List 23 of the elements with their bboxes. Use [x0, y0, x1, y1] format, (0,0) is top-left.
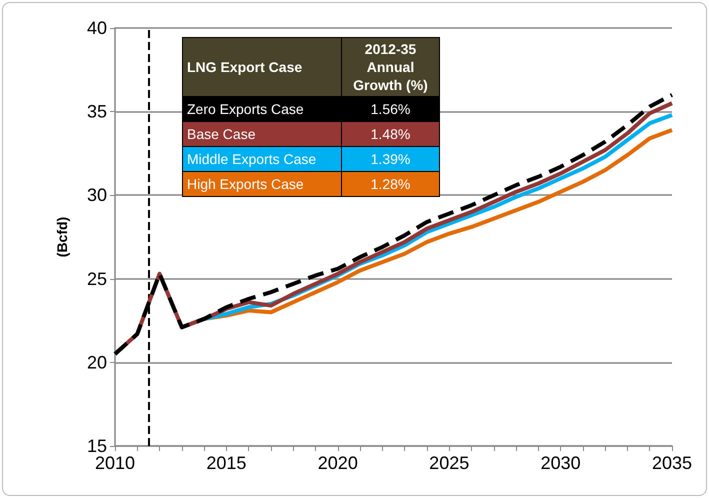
text: Zero Exports Case [182, 96, 342, 122]
y-tick-label: 40 [86, 18, 107, 38]
text: High Exports Case [182, 172, 342, 196]
x-tick-label: 2030 [540, 453, 581, 473]
annotation: 1.56% [342, 96, 440, 122]
annotation: 1.48% [342, 122, 440, 146]
y-axis-title: (Bcfd) [54, 216, 70, 258]
x-tick-label: 2035 [652, 453, 692, 473]
x-tick-label: 2010 [94, 453, 136, 473]
x-tick-label: 2015 [206, 453, 246, 473]
y-tick-label: 20 [86, 352, 107, 372]
text: Middle Exports Case [182, 146, 342, 172]
legend-title: LNG Export Case [182, 38, 342, 96]
x-tick-label: 2025 [429, 453, 470, 473]
text: Base Case [182, 122, 342, 146]
annotation: 1.28% [342, 172, 440, 196]
annotation: 1.39% [342, 146, 440, 172]
y-tick-label: 15 [86, 436, 107, 456]
annotation: 2012-35 Annual Growth (%) [342, 38, 440, 96]
y-tick-label: 30 [86, 185, 107, 206]
y-tick-label: 25 [86, 268, 107, 289]
y-tick-label: 35 [86, 102, 107, 122]
x-tick-label: 2020 [318, 453, 358, 473]
